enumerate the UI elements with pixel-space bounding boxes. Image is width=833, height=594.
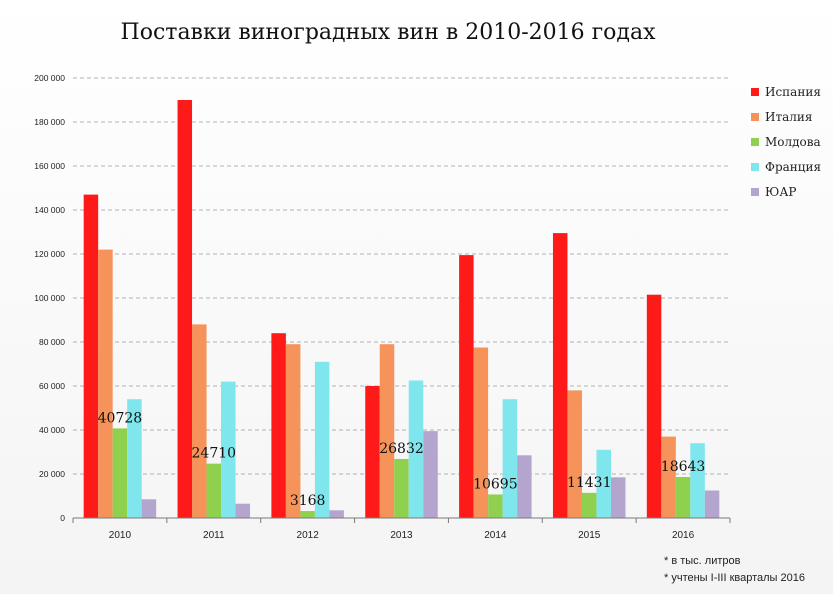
bar xyxy=(221,381,236,518)
bar xyxy=(141,499,157,518)
y-tick-label: 0 xyxy=(60,513,65,523)
y-tick-label: 20 000 xyxy=(39,469,65,479)
bar xyxy=(690,443,705,518)
y-tick-label: 120 000 xyxy=(34,249,65,259)
legend-label: Молдова xyxy=(765,135,821,149)
bar xyxy=(271,333,286,518)
bar xyxy=(98,249,113,518)
bar xyxy=(300,511,315,518)
footnote-quarters: * учтены I-III кварталы 2016 xyxy=(664,572,805,584)
x-tick-label: 2015 xyxy=(578,530,601,541)
data-label: 18643 xyxy=(661,459,706,475)
legend-swatch xyxy=(751,188,759,196)
y-tick-label: 80 000 xyxy=(39,337,65,347)
data-label: 3168 xyxy=(290,493,326,509)
x-tick-label: 2012 xyxy=(297,530,320,541)
legend-swatch xyxy=(751,163,759,171)
x-tick-label: 2013 xyxy=(390,530,413,541)
bar xyxy=(83,194,99,518)
bar xyxy=(177,100,193,518)
legend-swatch xyxy=(751,138,759,146)
legend: Испания Италия Молдова Франция ЮАР xyxy=(751,85,821,199)
legend-label: Испания xyxy=(765,85,821,99)
footnote-units: * в тыс. литров xyxy=(664,555,741,567)
bars xyxy=(83,100,720,518)
bar xyxy=(285,344,301,518)
y-tick-label: 200 000 xyxy=(34,73,65,83)
bar xyxy=(365,386,380,518)
legend-label: Франция xyxy=(765,160,821,174)
legend-label: ЮАР xyxy=(765,185,796,199)
x-tick-label: 2014 xyxy=(484,530,507,541)
bar xyxy=(610,477,626,518)
gridlines xyxy=(73,77,730,475)
bar xyxy=(314,361,330,518)
bar xyxy=(394,458,409,518)
bar xyxy=(552,233,568,518)
data-label: 24710 xyxy=(192,446,237,462)
bar xyxy=(596,449,611,518)
data-label: 11431 xyxy=(567,475,612,491)
bar xyxy=(704,490,720,518)
data-labels: 40728 24710 3168 26832 10695 11431 18643 xyxy=(98,410,706,509)
x-axis: 2010 2011 2012 2013 2014 2015 2016 xyxy=(72,517,731,541)
bar xyxy=(661,436,676,518)
bar xyxy=(581,492,597,518)
data-label: 10695 xyxy=(473,476,518,492)
y-tick-label: 100 000 xyxy=(34,293,65,303)
bar xyxy=(329,510,344,518)
bar xyxy=(423,431,438,518)
y-tick-label: 180 000 xyxy=(34,117,65,127)
x-tick-label: 2016 xyxy=(672,530,695,541)
y-tick-label: 60 000 xyxy=(39,381,65,391)
bar xyxy=(408,380,424,518)
bar xyxy=(473,347,489,518)
data-label: 26832 xyxy=(379,441,424,457)
bar xyxy=(127,399,142,518)
bar xyxy=(459,255,474,518)
bar xyxy=(567,390,582,518)
bar xyxy=(192,324,207,518)
legend-swatch xyxy=(751,88,759,96)
bar xyxy=(488,494,503,518)
data-label: 40728 xyxy=(98,410,143,426)
y-tick-label: 40 000 xyxy=(39,425,65,435)
y-axis: 0 20 000 40 000 60 000 80 000 100 000 120 000 1… xyxy=(34,73,65,523)
bar xyxy=(235,503,251,518)
bar xyxy=(502,399,518,518)
y-tick-label: 160 000 xyxy=(34,161,65,171)
legend-label: Италия xyxy=(765,110,812,124)
bar xyxy=(517,455,532,518)
bar xyxy=(646,294,662,518)
bar xyxy=(379,344,395,518)
x-tick-label: 2010 xyxy=(109,530,132,541)
legend-swatch xyxy=(751,113,759,121)
bar xyxy=(112,428,128,518)
bar xyxy=(206,463,222,518)
bar xyxy=(675,476,691,518)
y-tick-label: 140 000 xyxy=(34,205,65,215)
x-tick-label: 2011 xyxy=(203,530,225,541)
chart-title: Поставки виноградных вин в 2010-2016 год… xyxy=(121,20,657,45)
